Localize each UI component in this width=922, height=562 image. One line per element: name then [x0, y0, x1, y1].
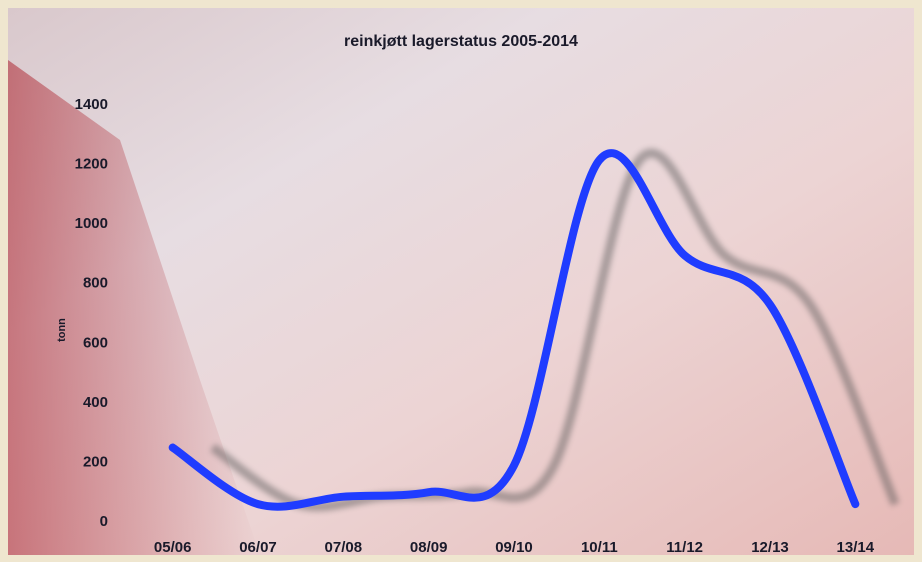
y-tick-label: 600	[83, 334, 108, 351]
chart-title: reinkjøtt lagerstatus 2005-2014	[344, 33, 578, 50]
x-tick-label: 11/12	[666, 539, 703, 556]
x-tick-label: 07/08	[325, 539, 363, 556]
y-axis-label: tonn	[56, 318, 68, 342]
y-tick-label: 1200	[75, 156, 108, 173]
x-tick-label: 05/06	[154, 539, 192, 556]
x-tick-label: 09/10	[495, 539, 533, 556]
y-tick-label: 200	[83, 453, 108, 470]
x-tick-label: 12/13	[751, 539, 789, 556]
y-tick-label: 400	[83, 394, 108, 411]
chart: reinkjøtt lagerstatus 2005-2014 tonn 0 20…	[0, 0, 922, 562]
y-tick-label: 800	[83, 275, 108, 292]
x-tick-label: 13/14	[837, 539, 875, 556]
y-tick-label: 0	[100, 513, 108, 530]
x-tick-label: 06/07	[239, 539, 277, 556]
y-tick-label: 1000	[75, 215, 108, 232]
x-tick-label: 08/09	[410, 539, 448, 556]
y-tick-label: 1400	[75, 96, 108, 113]
x-tick-label: 10/11	[581, 539, 618, 556]
